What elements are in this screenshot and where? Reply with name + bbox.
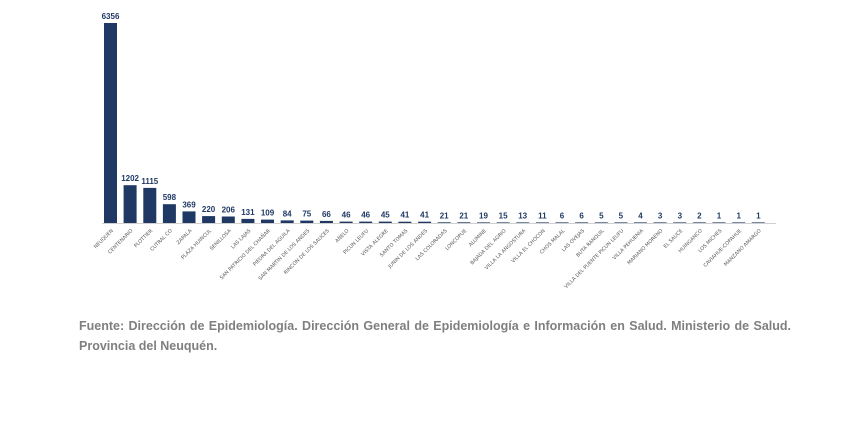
bar-caviahue-copahue bbox=[732, 222, 746, 223]
bar-plottier bbox=[143, 187, 157, 223]
value-label-villa-el-chocon: 11 bbox=[538, 211, 547, 220]
value-label-neuquen: 6356 bbox=[102, 12, 120, 21]
value-label-rincon-de-los-sauces: 66 bbox=[322, 210, 331, 219]
category-label-piedra-del-aguila: PIEDRA DEL AGUILA bbox=[252, 228, 292, 268]
source-note: Fuente: Dirección de Epidemiología. Dire… bbox=[79, 319, 791, 353]
value-label-huinganco: 2 bbox=[697, 211, 702, 220]
bar-senillosa bbox=[221, 216, 235, 223]
value-label-villa-pehuenia: 4 bbox=[638, 211, 643, 220]
value-label-anelo: 46 bbox=[342, 211, 351, 220]
bar-villa-la-angostura bbox=[516, 222, 530, 223]
value-label-villa-del-puente-picun-leufu: 5 bbox=[619, 211, 624, 220]
value-label-san-patricio-del-chanar: 109 bbox=[261, 209, 275, 218]
bar-villa-pehuenia bbox=[634, 222, 647, 223]
value-label-buta-ranquil: 5 bbox=[599, 211, 604, 220]
value-label-san-martin-de-los-andes: 75 bbox=[302, 210, 311, 219]
bar-las-lajas bbox=[241, 218, 255, 223]
value-label-plottier: 1115 bbox=[141, 177, 158, 186]
bar-san-patricio-del-chanar bbox=[261, 219, 274, 223]
bar-neuquen bbox=[104, 23, 117, 223]
value-label-los-miches: 1 bbox=[717, 211, 722, 220]
bar-cutral-co bbox=[162, 204, 176, 223]
bar-santo-tomas bbox=[398, 221, 412, 223]
bar-las-ovejas bbox=[575, 222, 589, 223]
value-label-junin-de-los-andes: 41 bbox=[420, 211, 429, 220]
bar-los-miches bbox=[712, 222, 726, 223]
bar-huinganco bbox=[692, 222, 706, 223]
value-label-vista-alegre: 45 bbox=[381, 211, 390, 220]
value-label-picun-leufu: 46 bbox=[361, 211, 370, 220]
bar-mariano-moreno bbox=[653, 222, 667, 223]
bar-piedra-del-aguila bbox=[280, 220, 294, 223]
value-label-santo-tomas: 41 bbox=[400, 211, 409, 220]
category-label-villa-el-chocon: VILLA EL CHOCON bbox=[510, 228, 547, 265]
bar-picun-leufu bbox=[359, 221, 373, 223]
value-label-bajada-del-agrio: 15 bbox=[499, 211, 508, 220]
value-label-plaza-huincul: 220 bbox=[202, 205, 216, 214]
bars-group bbox=[104, 23, 765, 223]
bar-las-coloradas bbox=[437, 222, 451, 223]
value-label-villa-la-angostura: 13 bbox=[518, 211, 527, 220]
bar-vista-alegre bbox=[378, 221, 392, 223]
category-label-senillosa: SENILLOSA bbox=[209, 228, 233, 252]
bar-manzano-amargo bbox=[751, 222, 765, 223]
category-label-zapala: ZAPALA bbox=[176, 228, 194, 246]
bar-anelo bbox=[339, 221, 353, 223]
bar-san-martin-de-los-andes bbox=[300, 220, 314, 223]
bar-bajada-del-agrio bbox=[496, 222, 510, 223]
bar-centenario bbox=[123, 185, 137, 223]
bar-junin-de-los-andes bbox=[418, 221, 432, 223]
value-label-alumine: 19 bbox=[479, 211, 488, 220]
category-label-anelo: AÑELO bbox=[334, 227, 351, 244]
bar-chos-malal bbox=[555, 222, 569, 223]
value-label-las-ovejas: 6 bbox=[579, 211, 584, 220]
bar-alumine bbox=[477, 222, 490, 223]
bar-villa-del-puente-picun-leufu bbox=[614, 222, 628, 223]
value-label-el-sauce: 3 bbox=[678, 211, 683, 220]
value-label-zapala: 369 bbox=[182, 200, 196, 209]
value-label-chos-malal: 6 bbox=[560, 211, 565, 220]
value-label-caviahue-copahue: 1 bbox=[736, 211, 741, 220]
category-label-loncopue: LONCOPUE bbox=[444, 228, 468, 252]
bar-el-sauce bbox=[673, 222, 687, 223]
value-label-senillosa: 206 bbox=[222, 206, 236, 215]
bar-buta-ranquil bbox=[594, 222, 608, 223]
bar-plaza-huincul bbox=[202, 216, 216, 223]
value-label-manzano-amargo: 1 bbox=[756, 211, 761, 220]
bar-zapala bbox=[182, 211, 196, 223]
value-label-cutral-co: 598 bbox=[163, 193, 177, 202]
value-label-las-coloradas: 21 bbox=[440, 211, 449, 220]
value-label-centenario: 1202 bbox=[121, 174, 139, 183]
category-label-bajada-del-agrio: BAJADA DEL AGRIO bbox=[469, 228, 507, 266]
category-label-mariano-moreno: MARIANO MORENO bbox=[626, 228, 664, 266]
value-label-loncopue: 21 bbox=[459, 211, 468, 220]
bar-villa-el-chocon bbox=[535, 222, 549, 223]
category-label-manzano-amargo: MANZANO AMARGO bbox=[723, 228, 763, 268]
value-label-las-lajas: 131 bbox=[241, 208, 255, 217]
bar-loncopue bbox=[457, 222, 471, 223]
value-label-mariano-moreno: 3 bbox=[658, 211, 663, 220]
bar-rincon-de-los-sauces bbox=[319, 220, 333, 223]
value-label-piedra-del-aguila: 84 bbox=[283, 209, 292, 218]
